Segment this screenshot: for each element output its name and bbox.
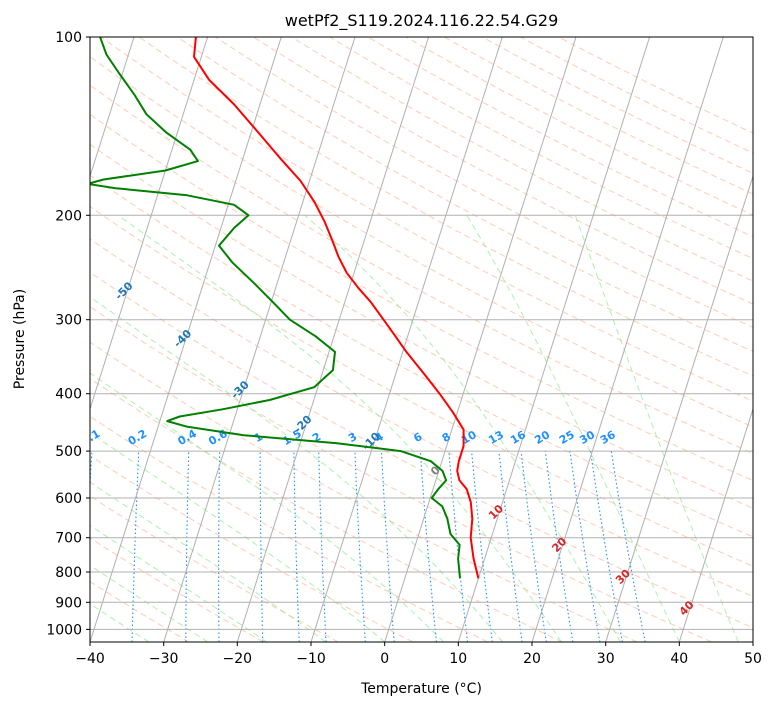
plot-frame — [89, 36, 754, 643]
moist-adiabat-line — [90, 372, 444, 642]
y-tick-label: 500 — [55, 444, 82, 460]
moist-adiabat-line — [466, 215, 680, 642]
dry-adiabat-line — [90, 56, 753, 428]
moist-adiabat-line — [90, 481, 326, 642]
mixing-ratio-line — [448, 451, 469, 642]
y-tick-label: 900 — [55, 595, 82, 611]
mixing-ratio-line — [610, 451, 646, 642]
x-tick-label: 20 — [523, 651, 541, 667]
y-tick-label: 1000 — [46, 622, 82, 638]
x-tick-label: 30 — [597, 651, 615, 667]
isotherm-line — [163, 37, 356, 642]
dry-adiabat-line — [90, 113, 753, 482]
y-tick-label: 200 — [55, 208, 82, 224]
dry-adiabat-line — [520, 37, 753, 154]
dry-adiabat-line — [90, 495, 339, 642]
mixing-ratio-line — [498, 451, 523, 642]
isotherm-line — [90, 37, 135, 178]
isotherm-line — [310, 37, 503, 642]
isotherm-line — [605, 174, 753, 642]
y-tick-label: 700 — [55, 531, 82, 547]
dry-adiabat-line — [405, 37, 753, 216]
dry-adiabat-line — [138, 37, 753, 377]
isotherm-line — [678, 407, 753, 642]
isotherm-line — [90, 37, 282, 642]
moist-adiabat-line — [574, 215, 739, 642]
mixing-ratio-line — [589, 451, 623, 642]
moist-adiabat-line — [90, 296, 503, 642]
x-axis-ticks: −40 −30 −20 −10 0 10 20 30 40 50 — [75, 642, 762, 667]
dry-adiabat-line — [215, 37, 753, 329]
dry-adiabat-line — [90, 454, 414, 642]
dry-adiabat-line — [482, 37, 753, 174]
dry-adiabat-line — [90, 341, 638, 642]
dry-adiabat-line — [291, 37, 753, 282]
x-tick-label: 0 — [380, 651, 389, 667]
x-tick-label: −40 — [75, 651, 105, 667]
mixing-ratio-line — [471, 451, 493, 642]
isotherm-line — [384, 37, 577, 642]
moist-adiabat-line — [304, 214, 621, 642]
dry-adiabat-line — [90, 84, 753, 454]
chart-title: wetPf2_S119.2024.116.22.54.G29 — [285, 11, 559, 31]
isotherm-line — [531, 37, 724, 642]
y-tick-label: 400 — [55, 387, 82, 403]
y-tick-label: 100 — [55, 30, 82, 46]
sounding-series — [90, 37, 480, 579]
x-tick-label: −20 — [223, 651, 253, 667]
x-tick-label: 50 — [744, 651, 762, 667]
mixing-ratio-line — [544, 451, 574, 642]
dry-adiabat-line — [253, 37, 753, 305]
y-tick-label: 800 — [55, 565, 82, 581]
isotherms — [90, 37, 753, 642]
dry-adiabat-line — [90, 205, 753, 567]
x-tick-label: 40 — [670, 651, 688, 667]
dry-adiabat-line — [90, 271, 753, 629]
y-tick-label: 300 — [55, 313, 82, 329]
dry-adiabat-line — [90, 378, 563, 642]
isotherm-line — [457, 37, 651, 642]
x-tick-label: −10 — [296, 651, 326, 667]
mixing-ratio-line — [569, 451, 601, 642]
dry-adiabat-line — [367, 37, 753, 238]
moist-adiabat-line — [117, 214, 562, 642]
x-axis-label: Temperature (°C) — [360, 681, 482, 697]
y-axis-label: Pressure (hPa) — [12, 289, 28, 389]
dry-adiabat-line — [90, 174, 753, 538]
dry-adiabat-line — [100, 37, 753, 402]
dry-adiabat-line — [90, 238, 753, 598]
moist-adiabats — [90, 214, 739, 642]
isotherm-line — [236, 37, 430, 642]
mixing-ratio-lines — [90, 451, 646, 642]
pressure-gridlines — [90, 37, 753, 630]
dry-adiabat-line — [177, 37, 753, 353]
x-tick-label: −30 — [149, 651, 179, 667]
x-tick-label: 10 — [449, 651, 467, 667]
dry-adiabat-line — [329, 37, 753, 260]
dewpoint-profile — [90, 37, 461, 579]
isotherm-line — [90, 37, 209, 411]
moist-adiabat-line — [90, 432, 386, 642]
y-tick-label: 600 — [55, 491, 82, 507]
temperature-profile — [193, 37, 480, 579]
dry-adiabat-line — [443, 37, 753, 195]
y-axis-ticks: 100 200 300 400 500 600 700 800 900 1000 — [46, 30, 90, 638]
